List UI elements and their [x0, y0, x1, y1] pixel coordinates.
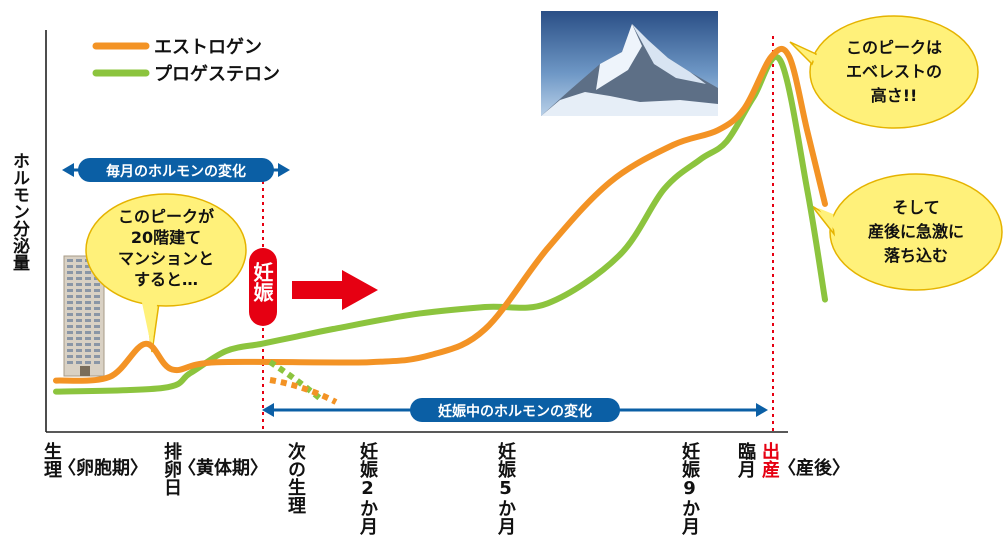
bubble-everest-line: エベレストの: [845, 62, 942, 81]
pregnancy-change-label: 妊娠中のホルモンの変化: [438, 403, 592, 420]
pregnancy-change-arrow: [262, 398, 768, 422]
bubble-mansion-line: すると…: [133, 270, 198, 289]
bubble-drop: [811, 173, 1003, 291]
bubble-mansion-text: このピークが 20階建て マンションと すると…: [96, 206, 236, 290]
bubble-drop-line: 産後に急激に: [867, 222, 964, 241]
x-label-period: 生理: [41, 442, 62, 478]
bubble-everest-line: 高さ!!: [870, 86, 918, 105]
bubble-drop-line: そして: [892, 198, 940, 217]
x-label-ovulation: 排卵日: [161, 442, 182, 496]
legend-progesterone-label: プロゲステロン: [154, 63, 280, 85]
bubble-everest: [789, 15, 979, 129]
x-label-preg9: 妊娠9か月: [679, 442, 700, 535]
legend: エストロゲン プロゲステロン: [92, 36, 280, 85]
x-label-postpartum: 〈産後〉: [778, 458, 850, 479]
x-label-preg2: 妊娠2か月: [357, 442, 378, 535]
x-label-next-period: 次の生理: [285, 442, 306, 514]
series-estrogen-line: [53, 45, 828, 384]
bubble-mansion-line: マンションと: [117, 249, 214, 268]
bubble-mansion: [85, 193, 247, 353]
mountain-illustration: [541, 11, 718, 116]
pregnancy-arrow: [292, 270, 378, 310]
x-label-luteal: 〈黄体期〉: [178, 458, 268, 479]
x-label-term: 臨月: [735, 442, 756, 478]
bubble-mansion-line: 20階建て: [130, 228, 202, 247]
bubble-everest-line: このピークは: [845, 38, 942, 57]
bubble-drop-line: 落ち込む: [883, 246, 948, 265]
x-label-birth: 出産: [759, 442, 780, 478]
monthly-change-arrow: [62, 158, 290, 182]
x-label-preg5: 妊娠5か月: [495, 442, 516, 535]
bubble-drop-text: そして 産後に急激に 落ち込む: [846, 196, 986, 268]
legend-estrogen-label: エストロゲン: [154, 36, 262, 58]
pregnancy-marker: [249, 248, 277, 326]
bubble-mansion-line: このピークが: [117, 207, 214, 226]
y-axis-label: ホルモン分泌量: [9, 152, 29, 271]
x-label-follicular: 〈卵胞期〉: [58, 458, 148, 479]
series-layer: [53, 45, 828, 395]
monthly-change-label: 毎月のホルモンの変化: [106, 163, 246, 180]
building-illustration: [63, 255, 105, 377]
bubble-everest-text: このピークは エベレストの 高さ!!: [824, 36, 964, 108]
non-pregnancy-dashes: [268, 359, 338, 405]
pregnancy-marker-label: 妊娠: [250, 262, 274, 302]
